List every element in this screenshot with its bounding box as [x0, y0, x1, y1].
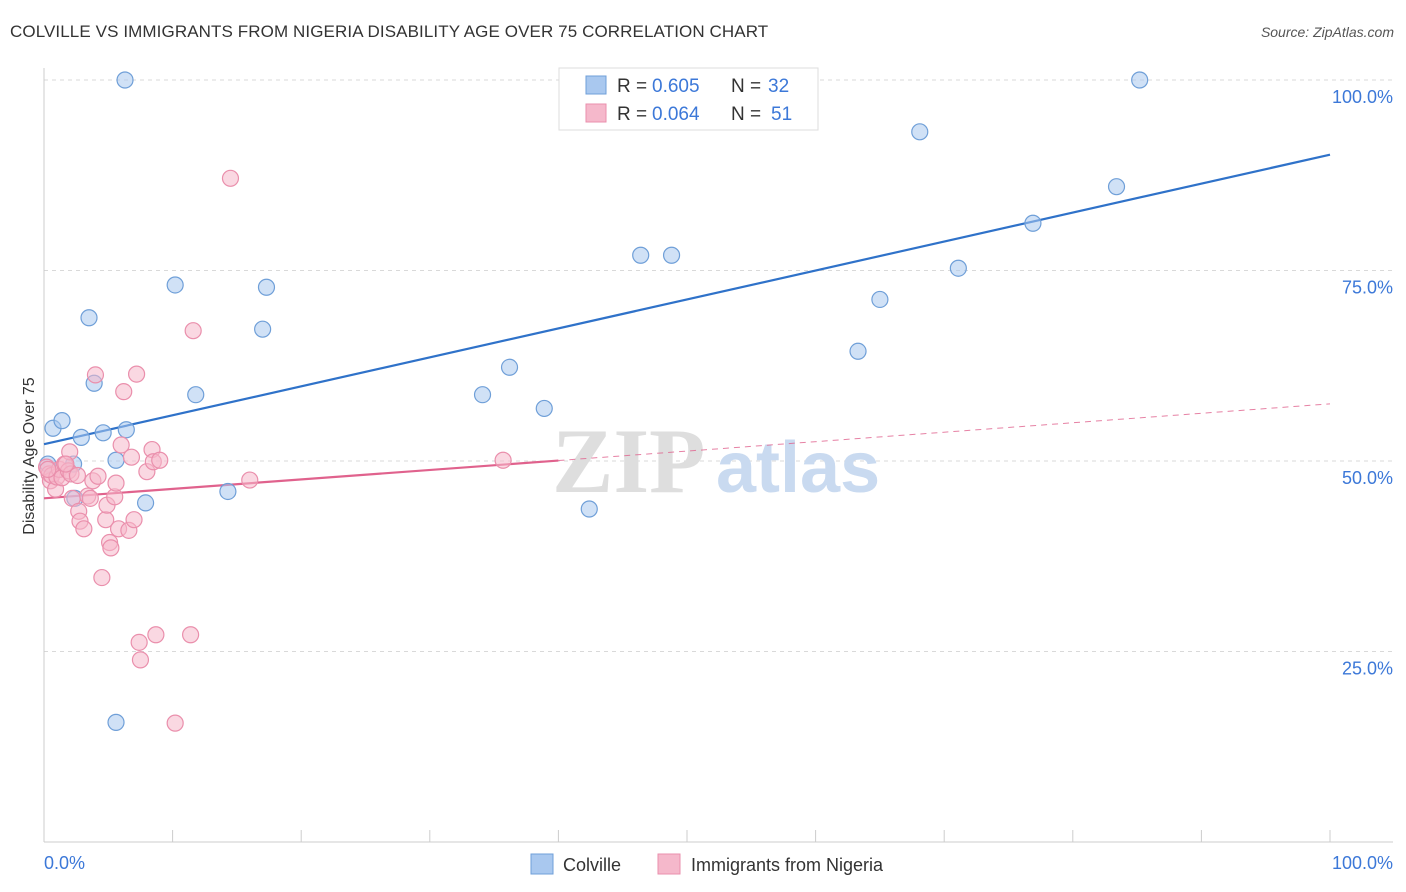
point-nigeria [151, 451, 169, 469]
point-colville [94, 424, 112, 442]
point-colville [662, 246, 681, 264]
point-nigeria [93, 568, 111, 587]
point-nigeria [130, 633, 148, 651]
legend-label-colville: Colville [563, 855, 621, 875]
trendline-extension-nigeria [558, 403, 1331, 462]
point-nigeria [147, 626, 165, 644]
point-colville [500, 358, 519, 376]
chart-source: Source: ZipAtlas.com [1260, 24, 1394, 40]
bottom-legend: Colville Immigrants from Nigeria [530, 853, 884, 875]
stats-n-label-colville: N = [731, 76, 761, 97]
point-colville [473, 386, 492, 404]
point-nigeria [131, 651, 150, 669]
point-nigeria [102, 539, 120, 557]
point-colville [580, 500, 598, 518]
watermark-zip: ZIP [552, 410, 705, 512]
point-nigeria [184, 322, 202, 340]
x-tick-label-0: 0.0% [44, 853, 85, 873]
point-colville [632, 246, 650, 264]
point-nigeria [221, 169, 240, 187]
trend-layer [43, 153, 1331, 500]
stats-n-label-nigeria: N = [731, 104, 761, 125]
y-tick-label-0: 25.0% [1342, 659, 1393, 679]
point-nigeria [81, 489, 99, 507]
point-colville [107, 713, 125, 731]
trendline-colville [43, 153, 1331, 446]
legend-swatch-nigeria [657, 853, 681, 875]
point-nigeria [125, 511, 143, 529]
stats-r-value-colville: 0.605 [652, 76, 700, 97]
point-colville [1024, 214, 1042, 232]
point-colville [116, 71, 134, 89]
point-nigeria [166, 714, 184, 732]
point-nigeria [241, 471, 259, 489]
legend-swatch-colville [530, 853, 554, 875]
point-nigeria [89, 467, 107, 485]
point-colville [187, 386, 205, 404]
point-colville [117, 421, 135, 439]
point-colville [136, 494, 155, 512]
stats-r-value-nigeria: 0.064 [652, 104, 700, 125]
point-nigeria [115, 383, 133, 401]
point-colville [72, 428, 90, 446]
y-tick-label-2: 75.0% [1342, 278, 1393, 298]
point-nigeria [494, 451, 512, 469]
point-colville [949, 259, 967, 277]
point-colville [166, 276, 184, 294]
trendline-nigeria [43, 459, 559, 500]
point-nigeria [182, 626, 200, 644]
stats-swatch-nigeria [585, 103, 607, 123]
point-nigeria [57, 455, 75, 473]
stats-legend: R = 0.605 N = 32 R = 0.064 N = 51 [558, 67, 819, 131]
stats-n-value-nigeria: 51 [771, 104, 792, 125]
point-colville [257, 278, 276, 296]
chart-title: COLVILLE VS IMMIGRANTS FROM NIGERIA DISA… [10, 22, 769, 41]
y-tick-label-3: 100.0% [1332, 87, 1393, 107]
point-colville [107, 451, 125, 469]
point-colville [911, 123, 929, 141]
point-colville [849, 342, 867, 360]
point-colville [1107, 178, 1126, 196]
point-nigeria [68, 466, 87, 485]
y-tick-label-1: 50.0% [1342, 468, 1393, 488]
stats-r-label-colville: R = [617, 76, 647, 97]
points-layer [37, 71, 1149, 732]
point-colville [1131, 71, 1149, 89]
point-colville [53, 412, 71, 430]
point-nigeria [75, 520, 93, 538]
point-colville [80, 309, 98, 327]
point-nigeria [127, 365, 146, 383]
stats-swatch-colville [585, 75, 607, 95]
point-colville [219, 482, 237, 501]
point-colville [254, 320, 272, 338]
point-nigeria [122, 448, 141, 466]
point-nigeria [107, 474, 125, 492]
watermark-atlas: atlas [716, 428, 880, 508]
y-axis-title: Disability Age Over 75 [21, 377, 38, 535]
tick-label-layer: 25.0% 50.0% 75.0% 100.0% 0.0% 100.0% [44, 87, 1393, 873]
legend-label-nigeria: Immigrants from Nigeria [691, 855, 884, 875]
x-tick-label-1: 100.0% [1332, 853, 1393, 873]
point-nigeria [39, 460, 57, 478]
point-colville [535, 399, 553, 418]
axis-layer [43, 68, 1393, 843]
point-nigeria [112, 436, 130, 454]
stats-n-value-colville: 32 [768, 76, 789, 97]
point-nigeria [86, 366, 105, 384]
watermark: ZIP atlas [552, 410, 880, 512]
stats-r-label-nigeria: R = [617, 104, 647, 125]
point-colville [871, 290, 889, 309]
